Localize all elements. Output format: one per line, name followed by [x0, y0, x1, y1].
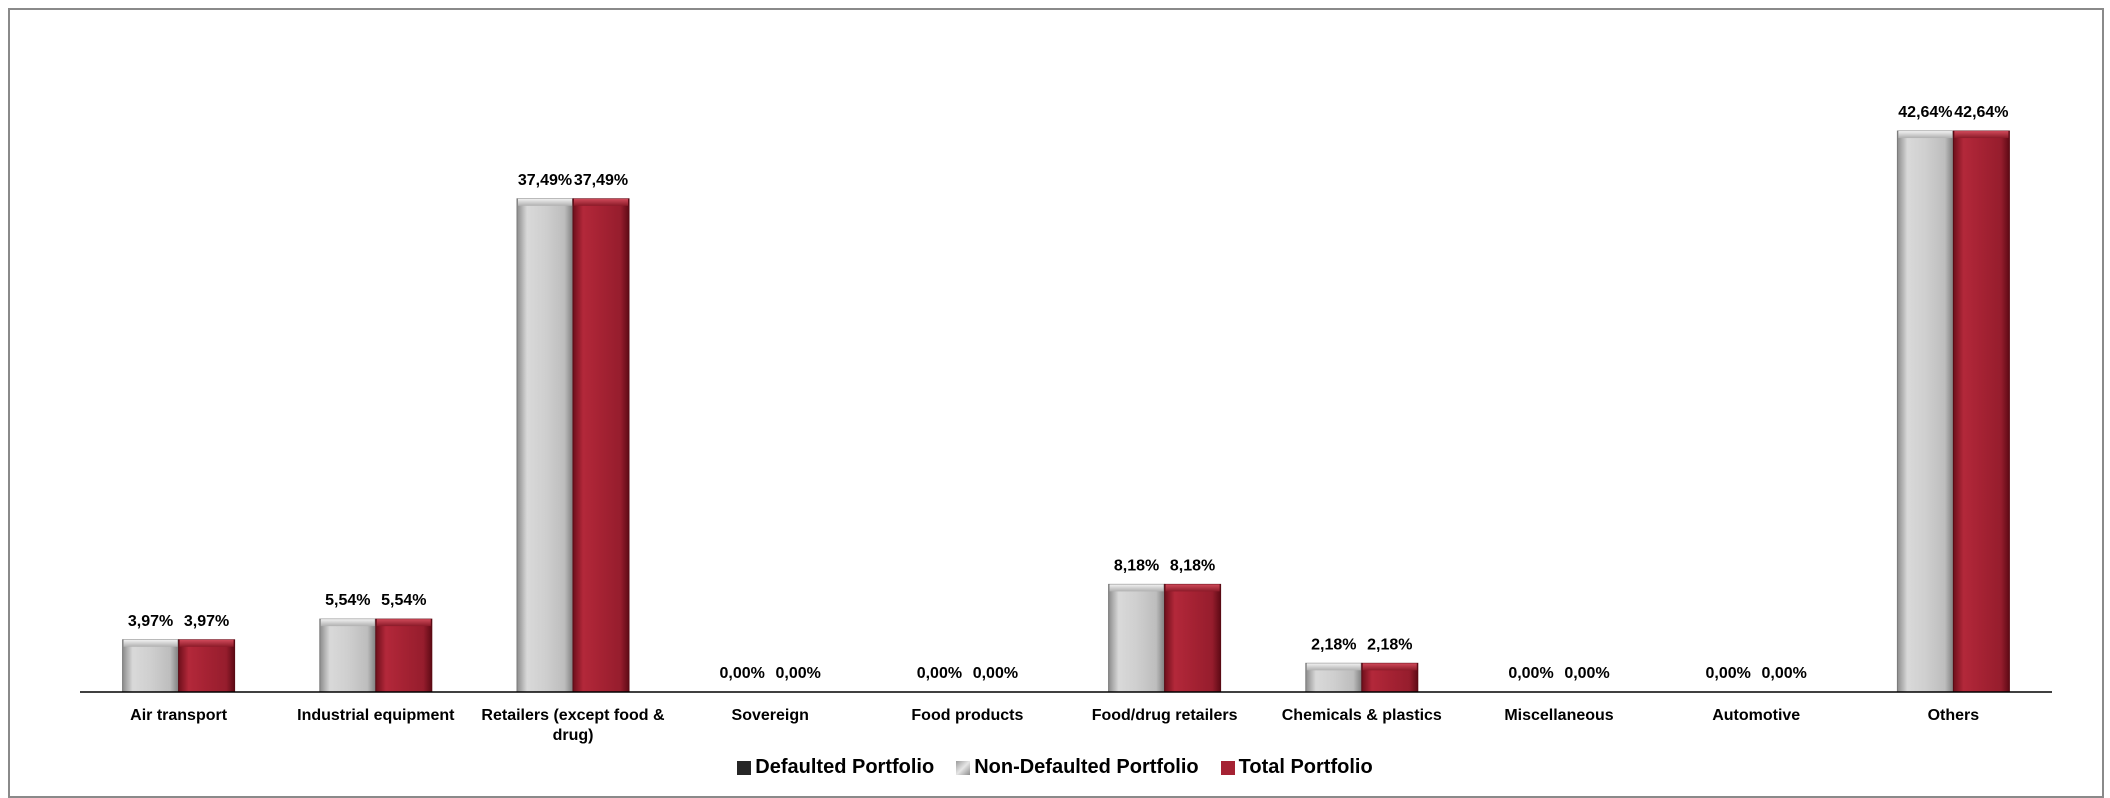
- bar-cap-total-portfolio-1: [376, 619, 431, 627]
- value-label-total-portfolio-2: 37,49%: [574, 172, 628, 189]
- category-label-3: Sovereign: [732, 707, 809, 724]
- value-label-total-portfolio-0: 3,97%: [184, 613, 229, 630]
- bar-cap-total-portfolio-9: [1954, 131, 2009, 139]
- value-label-non-defaulted-portfolio-8: 0,00%: [1706, 665, 1751, 682]
- category-label-6: Chemicals & plastics: [1282, 707, 1442, 724]
- legend-swatch-icon: [1220, 760, 1235, 775]
- value-label-total-portfolio-6: 2,18%: [1367, 636, 1412, 653]
- bar-total-portfolio-0: [178, 639, 236, 693]
- bar-cap-total-portfolio-6: [1362, 663, 1417, 671]
- legend-label: Total Portfolio: [1238, 756, 1373, 778]
- bars-group: [122, 130, 2010, 693]
- category-label-8: Automotive: [1712, 707, 1800, 724]
- value-label-total-portfolio-1: 5,54%: [381, 592, 426, 609]
- value-label-non-defaulted-portfolio-1: 5,54%: [325, 592, 370, 609]
- category-label-9: Others: [1928, 707, 1980, 724]
- category-label-1: Industrial equipment: [297, 707, 455, 724]
- legend-label: Non-Defaulted Portfolio: [974, 756, 1199, 778]
- bar-non-defaulted-portfolio-2: [516, 198, 574, 693]
- value-label-non-defaulted-portfolio-2: 37,49%: [518, 172, 572, 189]
- value-label-non-defaulted-portfolio-3: 0,00%: [720, 665, 765, 682]
- bar-cap-non-defaulted-portfolio-0: [123, 639, 178, 647]
- value-label-total-portfolio-5: 8,18%: [1170, 557, 1215, 574]
- value-label-total-portfolio-4: 0,00%: [973, 665, 1018, 682]
- bar-total-portfolio-5: [1164, 583, 1222, 693]
- value-label-non-defaulted-portfolio-9: 42,64%: [1898, 104, 1952, 121]
- category-label-5: Food/drug retailers: [1092, 707, 1238, 724]
- category-label-2: Retailers (except food & drug): [481, 707, 665, 744]
- value-label-total-portfolio-7: 0,00%: [1564, 665, 1609, 682]
- bar-cap-total-portfolio-5: [1165, 584, 1220, 592]
- value-label-non-defaulted-portfolio-4: 0,00%: [917, 665, 962, 682]
- bar-non-defaulted-portfolio-1: [319, 618, 377, 693]
- bar-total-portfolio-9: [1952, 130, 2010, 693]
- bar-cap-non-defaulted-portfolio-2: [518, 198, 572, 206]
- bar-cap-non-defaulted-portfolio-6: [1306, 663, 1361, 671]
- legend-label: Defaulted Portfolio: [755, 756, 935, 778]
- category-label-4: Food products: [911, 707, 1023, 724]
- value-label-total-portfolio-3: 0,00%: [776, 665, 821, 682]
- value-label-non-defaulted-portfolio-7: 0,00%: [1508, 665, 1553, 682]
- legend: Defaulted Portfolio Non-Defaulted Portfol…: [0, 756, 2110, 779]
- bar-non-defaulted-portfolio-0: [122, 639, 180, 693]
- value-labels-group: 3,97% 3,97% 5,54% 5,54% 37,49% 37,49% 0,00% 0,0…: [128, 104, 2009, 682]
- value-label-non-defaulted-portfolio-6: 2,18%: [1311, 636, 1356, 653]
- bar-cap-non-defaulted-portfolio-9: [1898, 131, 1953, 139]
- legend-swatch-icon: [737, 760, 752, 775]
- legend-item-non-defaulted-portfolio: Non-Defaulted Portfolio: [956, 756, 1199, 779]
- value-label-non-defaulted-portfolio-0: 3,97%: [128, 613, 173, 630]
- bar-total-portfolio-1: [375, 618, 433, 693]
- value-label-total-portfolio-8: 0,00%: [1762, 665, 1807, 682]
- category-label-7: Miscellaneous: [1504, 707, 1613, 724]
- legend-item-defaulted-portfolio: Defaulted Portfolio: [737, 756, 934, 779]
- legend-item-total-portfolio: Total Portfolio: [1220, 756, 1373, 779]
- bar-total-portfolio-2: [572, 198, 630, 693]
- category-labels-group: Air transport Industrial equipment Retaile…: [130, 707, 1979, 744]
- bar-cap-total-portfolio-0: [179, 639, 234, 647]
- bar-cap-total-portfolio-2: [574, 198, 628, 206]
- category-label-0: Air transport: [130, 707, 228, 724]
- legend-swatch-icon: [956, 760, 971, 775]
- value-label-total-portfolio-9: 42,64%: [1954, 104, 2008, 121]
- bar-cap-non-defaulted-portfolio-1: [320, 619, 375, 627]
- bar-non-defaulted-portfolio-5: [1108, 583, 1166, 693]
- bar-non-defaulted-portfolio-9: [1896, 130, 1954, 693]
- value-label-non-defaulted-portfolio-5: 8,18%: [1114, 557, 1159, 574]
- bar-cap-non-defaulted-portfolio-5: [1109, 584, 1164, 592]
